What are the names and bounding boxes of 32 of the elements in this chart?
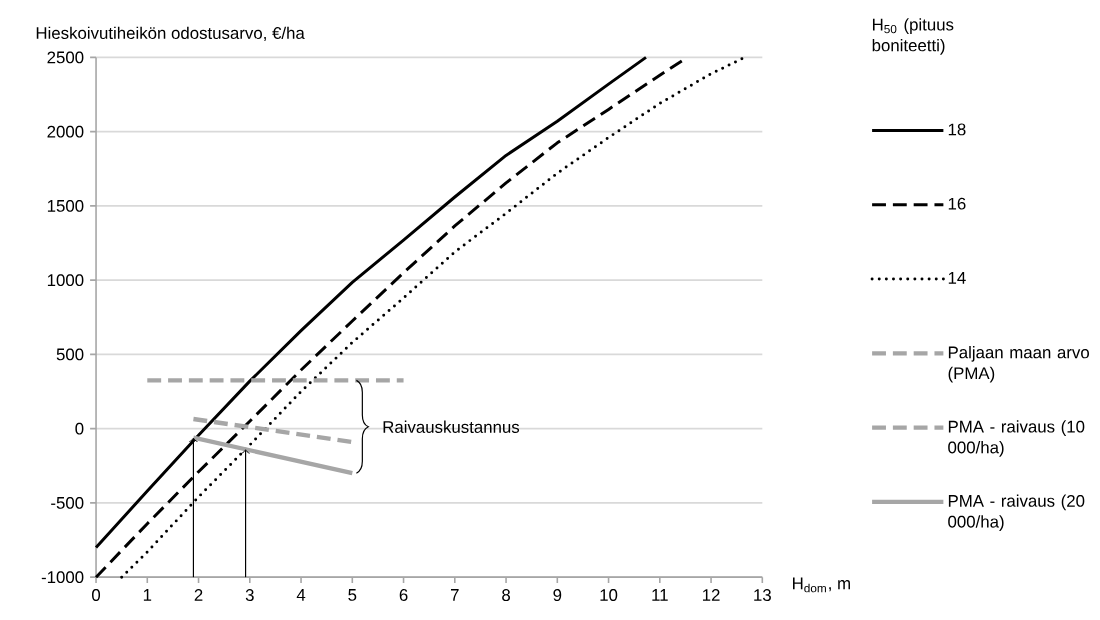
y-tick-label: 500 <box>56 348 84 361</box>
legend-label: PMA - raivaus (10 000/ha) <box>948 420 1085 457</box>
x-tick-label: 4 <box>296 589 306 601</box>
annotation: Raivauskustannus <box>383 420 520 434</box>
x-tick-label: 6 <box>399 589 408 602</box>
x-tick-label: 12 <box>702 589 720 601</box>
x-tick-label: 7 <box>450 589 459 601</box>
x-tick-label: 13 <box>754 589 771 602</box>
x-tick-label: 0 <box>92 589 101 602</box>
x-tick-label: 3 <box>245 589 254 602</box>
y-tick-label: 0 <box>75 422 84 435</box>
legend-label: 14 <box>948 272 966 284</box>
legend-label: Paljaan maan arvo (PMA) <box>948 346 1089 383</box>
x-tick-label: 1 <box>143 589 152 601</box>
x-axis-title: H$_{dom}$, m <box>793 577 850 593</box>
x-tick-label: 11 <box>652 589 668 601</box>
y-tick-label: 2000 <box>47 125 84 138</box>
x-tick-label: 8 <box>502 589 511 602</box>
legend-label: PMA - raivaus (20 000/ha) <box>948 494 1085 532</box>
x-tick-label: 5 <box>348 589 357 601</box>
x-tick-label: 10 <box>600 589 618 602</box>
legend-title: H$_{50}$ (pituus boniteetti) <box>872 18 954 55</box>
x-tick-label: 2 <box>194 589 203 601</box>
legend-label: 16 <box>948 197 966 210</box>
legend-label: 18 <box>948 123 966 136</box>
y-axis-title: Hieskoivutiheikön odostusarvo, €/ha <box>36 26 305 42</box>
y-tick-label: -500 <box>51 497 84 509</box>
y-tick-label: 2500 <box>47 51 84 64</box>
x-tick-label: 9 <box>553 589 562 602</box>
y-tick-label: 1500 <box>47 200 84 212</box>
y-tick-label: -1000 <box>41 571 84 584</box>
y-tick-label: 1000 <box>47 274 84 287</box>
